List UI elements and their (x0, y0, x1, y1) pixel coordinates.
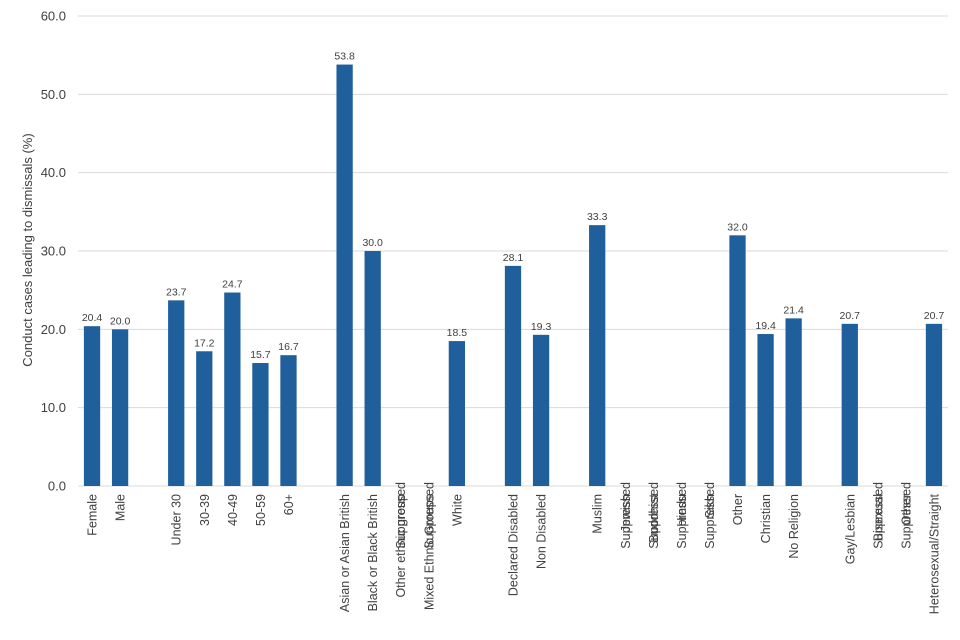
data-label: 53.8 (334, 51, 355, 63)
y-axis-title: Conduct cases leading to dismissals (%) (20, 133, 35, 366)
category-label: Under 30 (170, 494, 184, 545)
bar (504, 265, 522, 486)
data-label: 21.4 (783, 304, 804, 316)
category-label: 60+ (282, 494, 296, 515)
data-label: 18.5 (447, 327, 468, 339)
suppressed-label: Suppressed (619, 482, 633, 549)
data-label: 20.4 (82, 312, 103, 324)
suppressed-label: Suppressed (422, 482, 436, 549)
category-label: Other (731, 494, 745, 525)
bar (729, 235, 746, 486)
bar (280, 355, 297, 486)
category-label: White (450, 494, 464, 526)
y-tick-label: 60.0 (41, 9, 66, 24)
category-label: Hindu (675, 494, 689, 527)
category-label: Christian (759, 494, 773, 543)
y-tick-label: 30.0 (41, 244, 66, 259)
data-label: 17.2 (194, 337, 215, 349)
category-label: Bisexual (871, 494, 885, 541)
bar (252, 363, 269, 486)
data-label: 15.7 (250, 349, 271, 361)
category-label: Gay/Lesbian (843, 494, 857, 564)
y-axis-ticks: 0.0 10.0 20.0 30.0 40.0 50.0 60.0 (41, 9, 66, 494)
category-label: Jewish (619, 494, 633, 532)
category-label: 30-39 (198, 494, 212, 526)
data-label: 33.3 (587, 211, 608, 223)
bar (111, 329, 129, 486)
category-label: No Religion (787, 494, 801, 559)
data-label: 32.0 (727, 221, 748, 233)
category-label: Mixed Ethnic Groups (422, 494, 436, 610)
category-label: Other ethnic group (394, 494, 408, 598)
suppressed-label: Suppressed (703, 482, 717, 549)
data-label: 16.7 (278, 341, 299, 353)
bar (224, 292, 241, 486)
data-label: 20.7 (840, 310, 861, 322)
data-label: 20.0 (110, 315, 131, 327)
category-label: Female (86, 494, 100, 536)
category-label: Black or Black British (366, 494, 380, 611)
y-tick-label: 10.0 (41, 400, 66, 415)
y-tick-label: 50.0 (41, 87, 66, 102)
data-labels: 20.4 20.0 23.7 17.2 24.7 15.7 16.7 53.8 30.0 Supp… (82, 51, 945, 549)
category-label: Asian or Asian British (338, 494, 352, 612)
suppressed-label: Suppressed (899, 482, 913, 549)
suppressed-label: Suppressed (871, 482, 885, 549)
suppressed-label: Suppressed (647, 482, 661, 549)
bar (448, 341, 466, 486)
bar (925, 323, 943, 486)
category-label: 40-49 (226, 494, 240, 526)
bar (785, 318, 802, 486)
data-label: 23.7 (166, 286, 187, 298)
data-label: 28.1 (503, 252, 524, 264)
category-label: Male (114, 494, 128, 521)
bar (532, 334, 550, 486)
category-label: 50-59 (254, 494, 268, 526)
bar (168, 300, 185, 486)
y-tick-label: 0.0 (48, 479, 66, 494)
data-label: 30.0 (362, 237, 383, 249)
category-label: Buddhist (647, 493, 661, 542)
category-label: Muslim (591, 494, 605, 534)
category-label: Non Disabled (535, 494, 549, 569)
category-label: Declared Disabled (507, 494, 521, 596)
y-tick-label: 40.0 (41, 165, 66, 180)
bar (757, 334, 774, 486)
bar (841, 323, 858, 486)
category-labels: Female Male Under 30 30-39 40-49 50-59 60+ Asia… (86, 493, 942, 614)
suppressed-label: Suppressed (394, 482, 408, 549)
bar (589, 225, 606, 486)
bar (364, 251, 381, 486)
bar (196, 351, 213, 486)
category-label: Heterosexual/Straight (927, 493, 941, 614)
suppressed-label: Suppressed (675, 482, 689, 549)
data-label: 20.7 (924, 310, 945, 322)
data-label: 19.3 (531, 321, 552, 333)
bars (83, 64, 943, 487)
data-label: 24.7 (222, 279, 243, 291)
category-label: Sikh (703, 494, 717, 518)
bar (336, 64, 353, 487)
y-tick-label: 20.0 (41, 322, 66, 337)
bar (83, 326, 101, 486)
data-label: 19.4 (755, 320, 776, 332)
category-label: Other (899, 494, 913, 525)
